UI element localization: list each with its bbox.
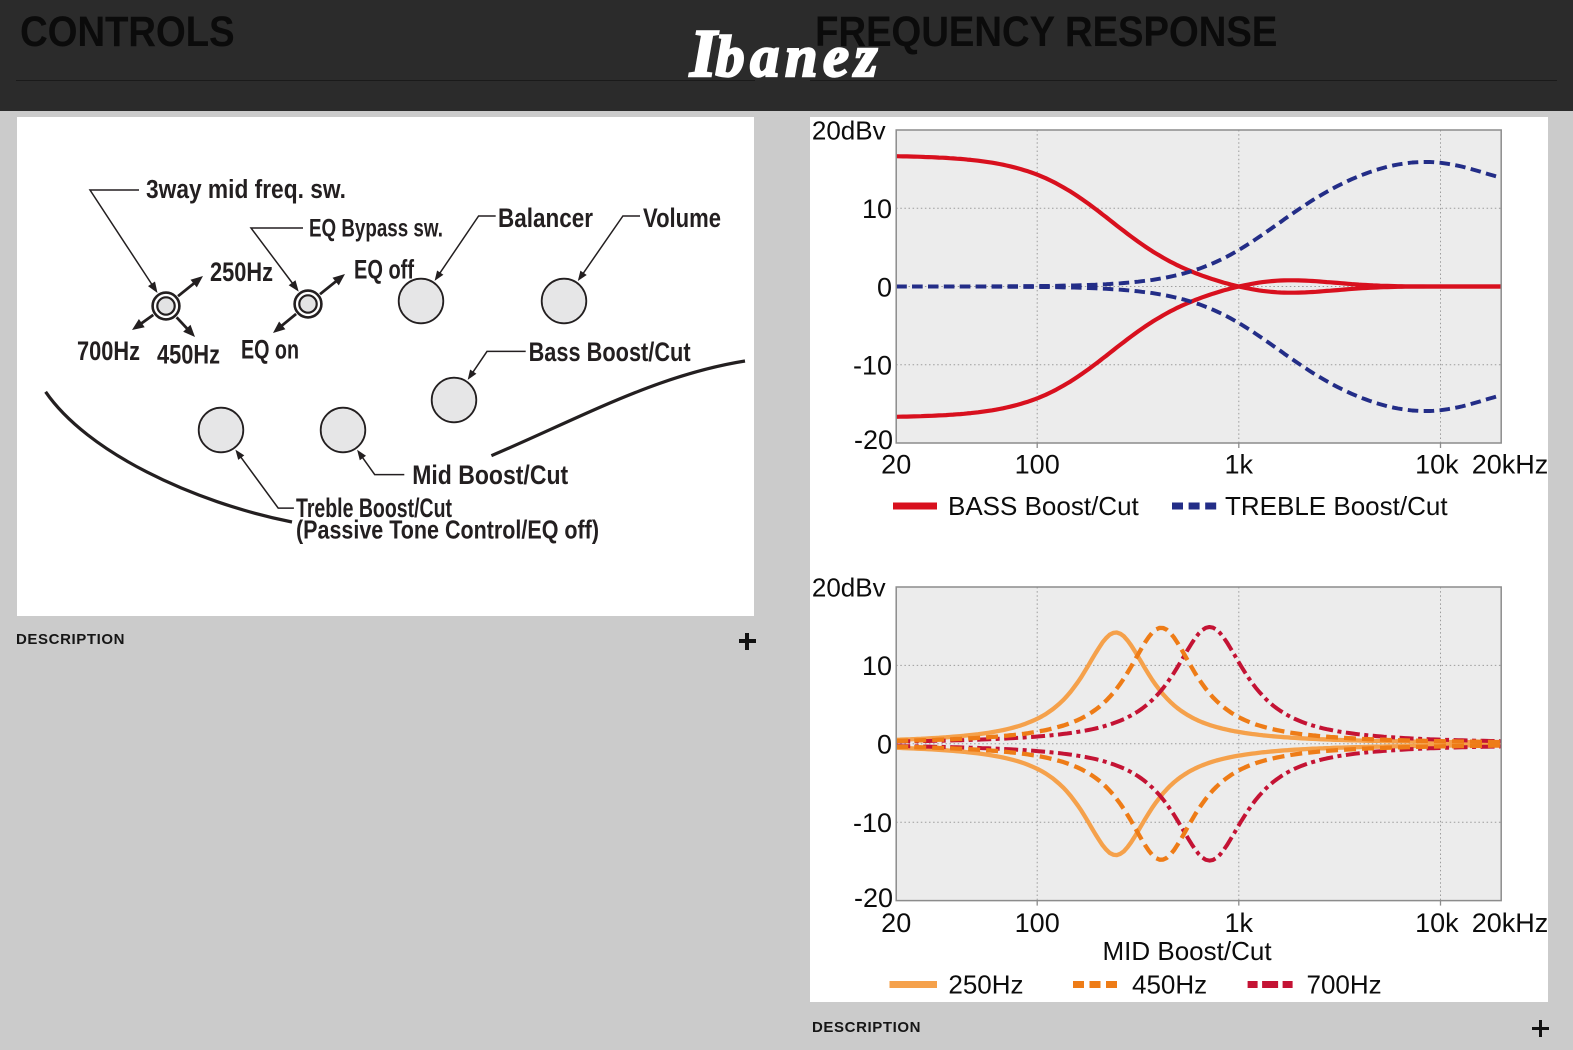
svg-text:0: 0: [877, 272, 892, 302]
svg-text:Volume: Volume: [643, 203, 721, 233]
svg-text:-10: -10: [853, 351, 892, 381]
svg-text:-10: -10: [853, 808, 892, 838]
svg-text:20dBv: 20dBv: [812, 117, 886, 145]
svg-text:450Hz: 450Hz: [157, 340, 220, 370]
svg-text:100: 100: [1015, 908, 1060, 938]
svg-text:1k: 1k: [1225, 449, 1254, 479]
svg-text:20dBv: 20dBv: [812, 572, 886, 602]
svg-text:20: 20: [881, 449, 911, 479]
svg-text:-20: -20: [854, 425, 893, 455]
svg-text:-20: -20: [854, 883, 893, 913]
svg-text:10k: 10k: [1415, 449, 1459, 479]
svg-text:EQ off: EQ off: [354, 255, 415, 285]
svg-text:20kHz: 20kHz: [1472, 449, 1548, 479]
svg-text:700Hz: 700Hz: [1307, 970, 1382, 1000]
svg-text:EQ Bypass sw.: EQ Bypass sw.: [309, 215, 443, 243]
svg-text:EQ on: EQ on: [241, 335, 299, 365]
svg-text:3way mid freq. sw.: 3way mid freq. sw.: [146, 176, 346, 204]
svg-text:Mid Boost/Cut: Mid Boost/Cut: [412, 460, 568, 490]
svg-text:(Passive Tone Control/EQ off): (Passive Tone Control/EQ off): [296, 515, 599, 545]
svg-text:10k: 10k: [1415, 908, 1459, 938]
svg-text:20kHz: 20kHz: [1472, 908, 1548, 938]
svg-text:BASS Boost/Cut: BASS Boost/Cut: [948, 491, 1140, 521]
svg-text:10: 10: [862, 651, 892, 681]
svg-text:100: 100: [1015, 449, 1060, 479]
svg-text:250Hz: 250Hz: [948, 970, 1023, 1000]
svg-text:Treble Boost/Cut: Treble Boost/Cut: [296, 493, 452, 523]
svg-text:10: 10: [862, 194, 892, 224]
svg-text:700Hz: 700Hz: [77, 336, 140, 366]
svg-text:1k: 1k: [1225, 908, 1254, 938]
svg-text:Bass Boost/Cut: Bass Boost/Cut: [529, 337, 691, 367]
svg-text:Balancer: Balancer: [498, 203, 593, 233]
svg-text:TREBLE Boost/Cut: TREBLE Boost/Cut: [1225, 491, 1448, 521]
svg-text:MID Boost/Cut: MID Boost/Cut: [1103, 936, 1273, 966]
svg-text:20: 20: [881, 908, 911, 938]
svg-text:250Hz: 250Hz: [210, 257, 273, 287]
svg-text:Ibanez: Ibanez: [689, 23, 883, 91]
svg-text:450Hz: 450Hz: [1132, 970, 1207, 1000]
svg-text:0: 0: [877, 730, 892, 760]
